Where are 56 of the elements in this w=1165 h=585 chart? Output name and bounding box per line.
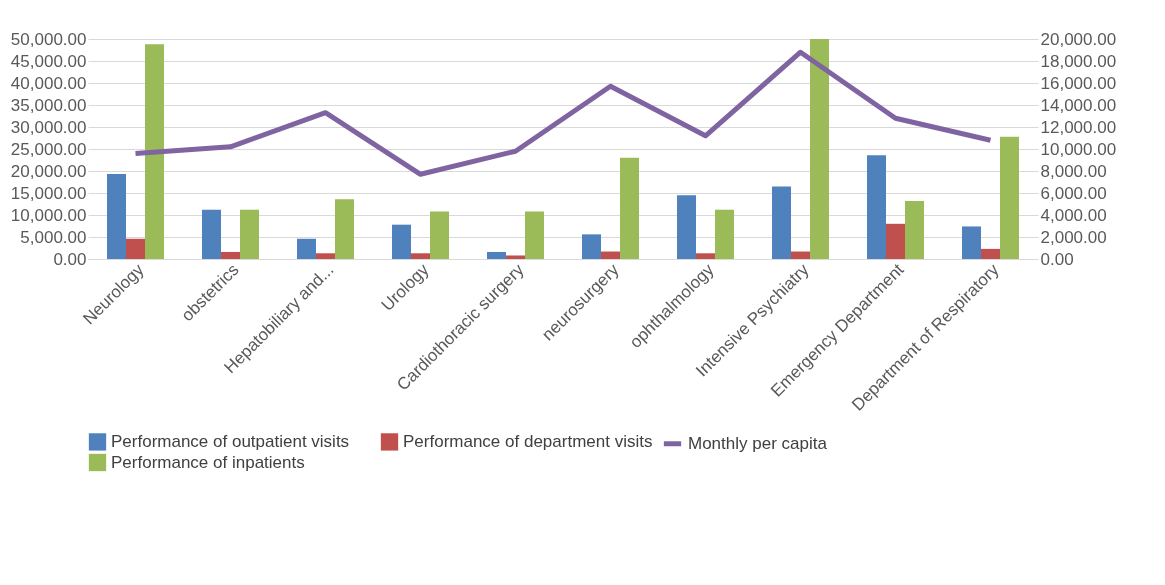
bar [506,255,525,259]
y2-tick-label: 2,000.00 [1040,227,1107,247]
legend-label: Performance of outpatient visits [111,431,350,451]
y2-tick-label: 20,000.00 [1040,29,1117,49]
y-tick-label: 25,000.00 [10,139,87,159]
y2-tick-label: 16,000.00 [1040,73,1117,93]
bar [316,253,335,259]
bar [240,209,259,259]
bar [905,200,924,259]
y-tick-label: 45,000.00 [10,51,87,71]
bar [981,248,1000,259]
y-tick-label: 15,000.00 [10,183,87,203]
bar [696,253,715,259]
bar [202,209,221,259]
bar [677,195,696,259]
y-tick-label: 50,000.00 [10,29,87,49]
bar [1000,136,1019,259]
bar [962,226,981,259]
y-tick-label: 30,000.00 [10,117,87,137]
y2-tick-label: 18,000.00 [1040,51,1117,71]
bar [772,186,791,259]
y-tick-label: 40,000.00 [10,73,87,93]
bar [601,251,620,259]
y-tick-label: 35,000.00 [10,95,87,115]
bar [126,238,145,259]
y-tick-label: 5,000.00 [20,227,87,247]
y2-tick-label: 0.00 [1040,249,1074,269]
bar [886,223,905,259]
bar [335,199,354,259]
bar [810,39,829,259]
y-tick-label: 0.00 [53,249,87,269]
y2-tick-label: 14,000.00 [1040,95,1117,115]
bar [221,251,240,259]
bar [715,209,734,259]
bar [145,44,164,259]
legend-label: Performance of department visits [403,431,653,451]
bar [525,211,544,259]
bar [107,174,126,259]
legend-label: Monthly per capita [688,433,828,453]
y-tick-label: 20,000.00 [10,161,87,181]
bar [791,251,810,259]
bar [487,251,506,259]
bar [411,253,430,259]
y2-tick-label: 10,000.00 [1040,139,1117,159]
bar [867,155,886,259]
y2-tick-label: 12,000.00 [1040,117,1117,137]
y2-tick-label: 4,000.00 [1040,205,1107,225]
legend-label: Performance of inpatients [111,452,305,472]
y2-tick-label: 6,000.00 [1040,183,1107,203]
bar [297,238,316,259]
bar [620,157,639,259]
y-tick-label: 10,000.00 [10,205,87,225]
bar [392,224,411,259]
y2-tick-label: 8,000.00 [1040,161,1107,181]
bar [582,234,601,259]
bar [430,211,449,259]
